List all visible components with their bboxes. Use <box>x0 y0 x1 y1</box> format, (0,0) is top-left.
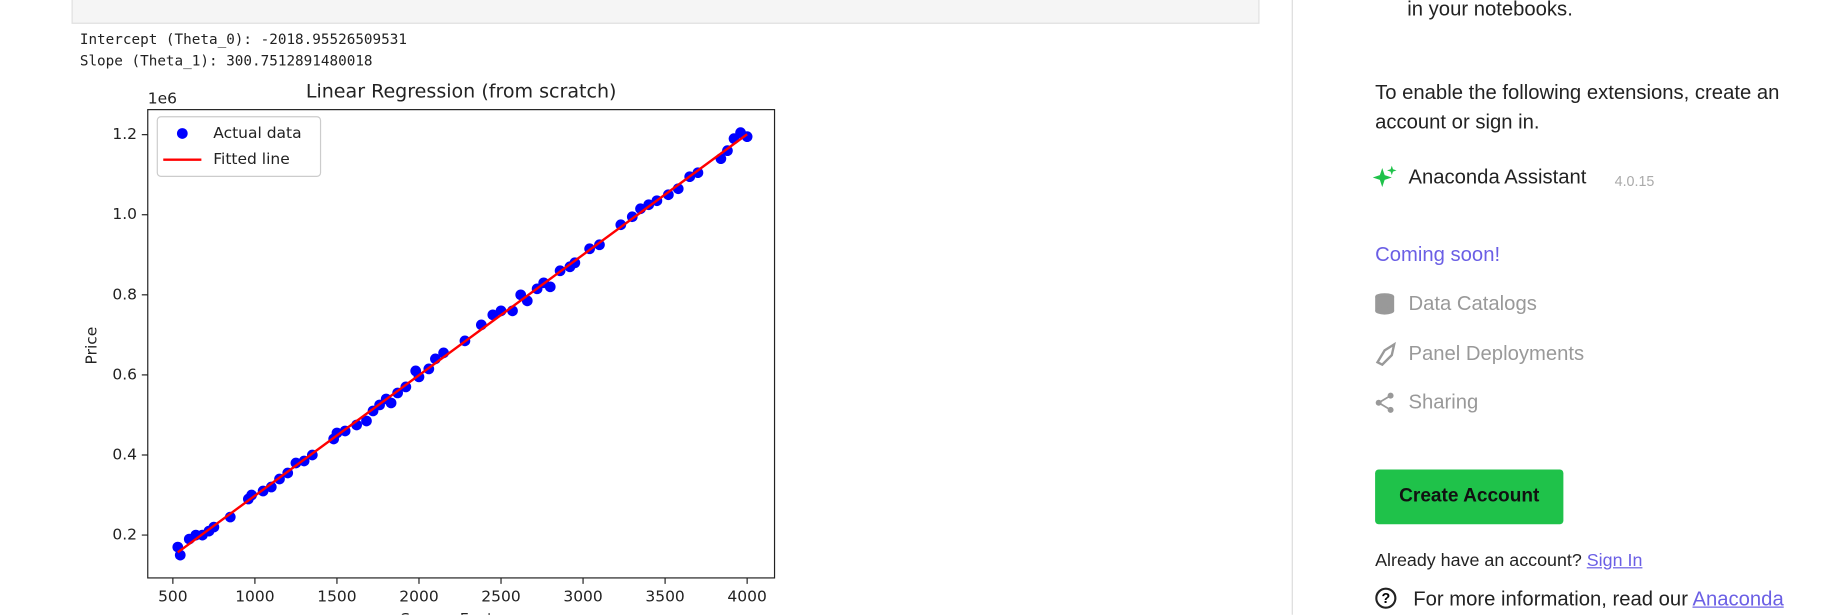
output-line: Intercept (Theta_0): -2018.95526509531 <box>79 30 407 48</box>
chart: Linear Regression (from scratch) 1e6 Squ… <box>82 80 776 615</box>
cell-output-top <box>71 0 1260 24</box>
extension-version: 4.0.15 <box>1614 172 1655 190</box>
feature: Data Catalogs <box>1408 291 1537 315</box>
legend-label: Fitted line <box>213 150 289 168</box>
data-point <box>174 549 186 561</box>
x-axis-label: Square Footage <box>400 610 522 615</box>
x-tick-label: 3500 <box>645 587 684 605</box>
feature: Sharing <box>1408 390 1479 414</box>
data-point <box>615 219 627 231</box>
y-tick-label: 0.6 <box>112 365 137 383</box>
data-point <box>331 427 343 439</box>
text: To enable the following extensions, crea… <box>1375 81 1780 134</box>
x-tick-label: 2000 <box>399 587 438 605</box>
data-point <box>544 281 556 293</box>
offset-label: 1e6 <box>148 89 177 107</box>
signin-row: Already have an account? Sign In <box>1375 551 1642 571</box>
text: in your notebooks. <box>1407 0 1573 21</box>
help-icon: ? <box>1375 587 1397 609</box>
signin-link[interactable]: Sign In <box>1586 550 1643 571</box>
legend-label: Actual data <box>213 124 301 142</box>
y-tick-label: 1.0 <box>112 205 137 223</box>
plot-frame <box>147 109 776 579</box>
fitted-line <box>177 133 748 554</box>
feature: Panel Deployments <box>1408 341 1585 365</box>
x-tick-label: 2500 <box>481 587 520 605</box>
data-point <box>692 167 704 179</box>
y-tick-label: 0.4 <box>112 445 137 463</box>
create-account-button[interactable]: Create Account <box>1375 469 1564 525</box>
x-tick-label: 1000 <box>235 587 274 605</box>
extension-name: Anaconda Assistant <box>1408 165 1587 189</box>
output-line: Slope (Theta_1): 300.7512891480018 <box>79 52 373 70</box>
x-tick-label: 4000 <box>727 587 766 605</box>
data-point <box>246 489 257 501</box>
x-tick-label: 1500 <box>317 587 356 605</box>
y-tick-label: 0.2 <box>112 526 137 544</box>
info-row: For more information, read our Anaconda … <box>1413 586 1830 614</box>
data-point <box>663 189 674 201</box>
data-point <box>290 457 302 469</box>
x-tick-label: 3000 <box>563 587 602 605</box>
chart-title: Linear Regression (from scratch) <box>306 80 617 102</box>
legend-box <box>156 116 322 177</box>
data-point <box>385 397 397 409</box>
legend-swatch <box>176 128 188 139</box>
coming-soon: Coming soon! <box>1375 243 1501 266</box>
sparkle-icon <box>1372 165 1397 188</box>
info-link[interactable]: Anaconda Assistant documentation. <box>1413 587 1784 614</box>
data-point <box>361 415 372 427</box>
y-axis-label: Price <box>82 327 100 365</box>
data-point <box>741 131 753 143</box>
signin-prompt: Already have an account? <box>1375 550 1582 571</box>
y-tick-label: 0.8 <box>112 285 137 303</box>
divider <box>1291 0 1293 615</box>
x-tick-label: 500 <box>158 587 188 605</box>
info-text: For more information, read our <box>1413 587 1688 611</box>
y-tick-label: 1.2 <box>112 125 137 143</box>
data-point <box>487 309 499 321</box>
feature-icons <box>1375 293 1396 413</box>
svg-text:?: ? <box>1381 591 1390 607</box>
